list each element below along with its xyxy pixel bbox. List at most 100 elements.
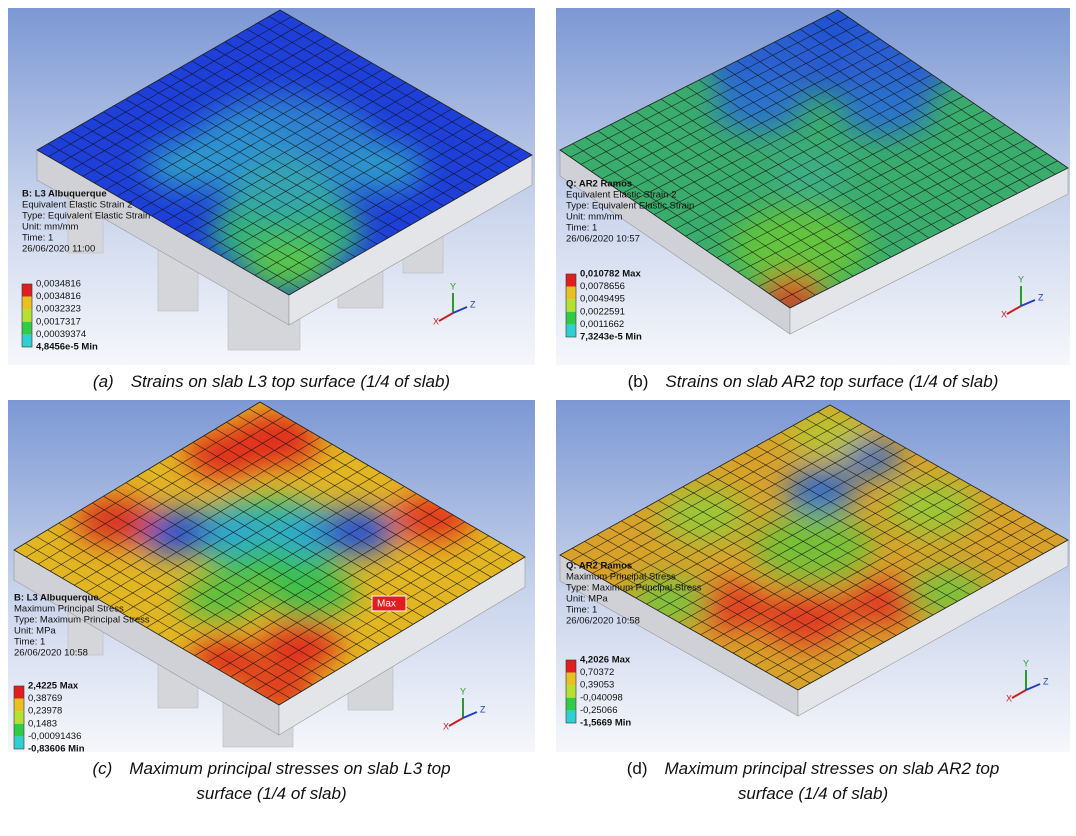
legend-swatch — [566, 299, 576, 312]
legend-label: 0,010782 Max — [580, 269, 641, 280]
result-info: Time: 1 — [566, 605, 597, 616]
contour-region — [320, 509, 396, 555]
result-info: 26/06/2020 10:58 — [566, 616, 640, 627]
max-tag-label: Max — [377, 599, 396, 610]
figure: B: L3 AlbuquerqueEquivalent Elastic Stra… — [0, 0, 1076, 836]
caption-label: (c) — [92, 759, 112, 778]
legend-label: -0,040098 — [580, 692, 623, 703]
result-info: 26/06/2020 10:57 — [566, 234, 640, 245]
result-info: Time: 1 — [22, 233, 53, 244]
result-info: 26/06/2020 10:58 — [14, 648, 88, 659]
legend-label: -1,5669 Min — [580, 718, 631, 729]
contour-region — [785, 470, 855, 512]
result-info: Type: Equivalent Elastic Strain — [566, 201, 694, 212]
legend-swatch — [22, 334, 32, 347]
contour-region — [659, 488, 749, 542]
result-info: Unit: mm/mm — [566, 212, 623, 223]
axis-label: Z — [1043, 676, 1049, 686]
result-title: Q: AR2 Ramos — [566, 179, 632, 190]
legend-swatch — [566, 685, 576, 698]
result-info: Equivalent Elastic Strain 2 — [22, 200, 132, 211]
result-info: Unit: MPa — [14, 626, 56, 637]
panel: Q: AR2 RamosMaximum Principal StressType… — [556, 400, 1070, 752]
legend-label: -0,25066 — [580, 705, 618, 716]
caption-label: (d) — [627, 759, 648, 778]
contour-region — [761, 592, 851, 646]
panel: B: L3 AlbuquerqueMaximum Principal Stres… — [8, 400, 535, 755]
legend-label: 0,0011662 — [580, 319, 624, 330]
legend-label: 0,0022591 — [580, 306, 625, 317]
legend-swatch — [566, 287, 576, 300]
legend-label: 0,1483 — [28, 718, 57, 729]
axis-label: Z — [1038, 292, 1044, 302]
legend-swatch — [22, 284, 32, 297]
result-title: B: L3 Albuquerque — [14, 593, 99, 604]
result-info: Type: Maximum Principal Stress — [14, 615, 150, 626]
legend-swatch — [22, 309, 32, 322]
legend-swatch — [22, 297, 32, 310]
legend-label: 0,0049495 — [580, 294, 625, 305]
legend-label: 4,8456e-5 Min — [36, 342, 98, 353]
axis-label: X — [1001, 309, 1007, 319]
result-title: Q: AR2 Ramos — [566, 561, 632, 572]
legend-swatch — [566, 710, 576, 723]
caption-label: (b) — [628, 372, 649, 391]
legend-label: 0,0078656 — [580, 281, 625, 292]
axis-label: Y — [1023, 658, 1029, 668]
caption: (b) Strains on slab AR2 top surface (1/4… — [628, 372, 999, 391]
caption-text: surface (1/4 of slab) — [738, 784, 888, 803]
axis-label: Z — [480, 704, 486, 714]
caption-gap — [112, 759, 129, 778]
caption: surface (1/4 of slab) — [196, 784, 346, 803]
result-info: Maximum Principal Stress — [14, 604, 124, 615]
contour-region — [714, 78, 804, 132]
axis-label: X — [443, 721, 449, 731]
axis-label: X — [433, 316, 439, 326]
legend-swatch — [566, 698, 576, 711]
legend-label: 0,38769 — [28, 693, 62, 704]
contour-region — [841, 82, 931, 136]
legend-swatch — [14, 699, 24, 712]
page: B: L3 AlbuquerqueEquivalent Elastic Stra… — [0, 0, 1076, 836]
result-info: 26/06/2020 11:00 — [22, 244, 95, 255]
result-info: Time: 1 — [14, 637, 45, 648]
caption-text: surface (1/4 of slab) — [196, 784, 346, 803]
caption: (a) Strains on slab L3 top surface (1/4 … — [93, 372, 450, 391]
result-info: Unit: mm/mm — [22, 222, 79, 233]
result-info: Type: Maximum Principal Stress — [566, 583, 702, 594]
legend-swatch — [566, 274, 576, 287]
legend-swatch — [14, 686, 24, 699]
caption-label: (a) — [93, 372, 114, 391]
legend-label: 7,3243e-5 Min — [580, 332, 642, 343]
legend-label: 0,23978 — [28, 706, 62, 717]
axis-label: Y — [450, 281, 456, 291]
caption-text: Strains on slab AR2 top surface (1/4 of … — [665, 372, 998, 391]
caption-text: Strains on slab L3 top surface (1/4 of s… — [131, 372, 450, 391]
legend-label: -0,83606 Min — [28, 744, 85, 755]
legend-label: 0,39053 — [580, 680, 614, 691]
legend-swatch — [566, 324, 576, 337]
contour-region — [265, 565, 355, 619]
legend-swatch — [566, 660, 576, 673]
legend-label: 4,2026 Max — [580, 655, 631, 666]
result-info: Maximum Principal Stress — [566, 572, 676, 583]
result-info: Equivalent Elastic Strain 2 — [566, 190, 676, 201]
result-title: B: L3 Albuquerque — [22, 189, 107, 200]
caption-text: Maximum principal stresses on slab AR2 t… — [665, 759, 1000, 778]
result-info: Type: Equivalent Elastic Strain — [22, 211, 150, 222]
axis-label: Y — [460, 686, 466, 696]
legend-label: 0,0032323 — [36, 304, 81, 315]
legend-swatch — [14, 724, 24, 737]
caption-text: Maximum principal stresses on slab L3 to… — [129, 759, 450, 778]
caption-gap — [648, 372, 665, 391]
legend-swatch — [22, 322, 32, 335]
caption: (c) Maximum principal stresses on slab L… — [92, 759, 450, 778]
caption: surface (1/4 of slab) — [738, 784, 888, 803]
caption-gap — [648, 759, 665, 778]
result-info: Unit: MPa — [566, 594, 608, 605]
legend-swatch — [14, 711, 24, 724]
legend-label: 0,0017317 — [36, 316, 81, 327]
axis-label: X — [1006, 693, 1012, 703]
panel: B: L3 AlbuquerqueEquivalent Elastic Stra… — [8, 8, 535, 365]
legend-label: 0,00039374 — [36, 329, 86, 340]
